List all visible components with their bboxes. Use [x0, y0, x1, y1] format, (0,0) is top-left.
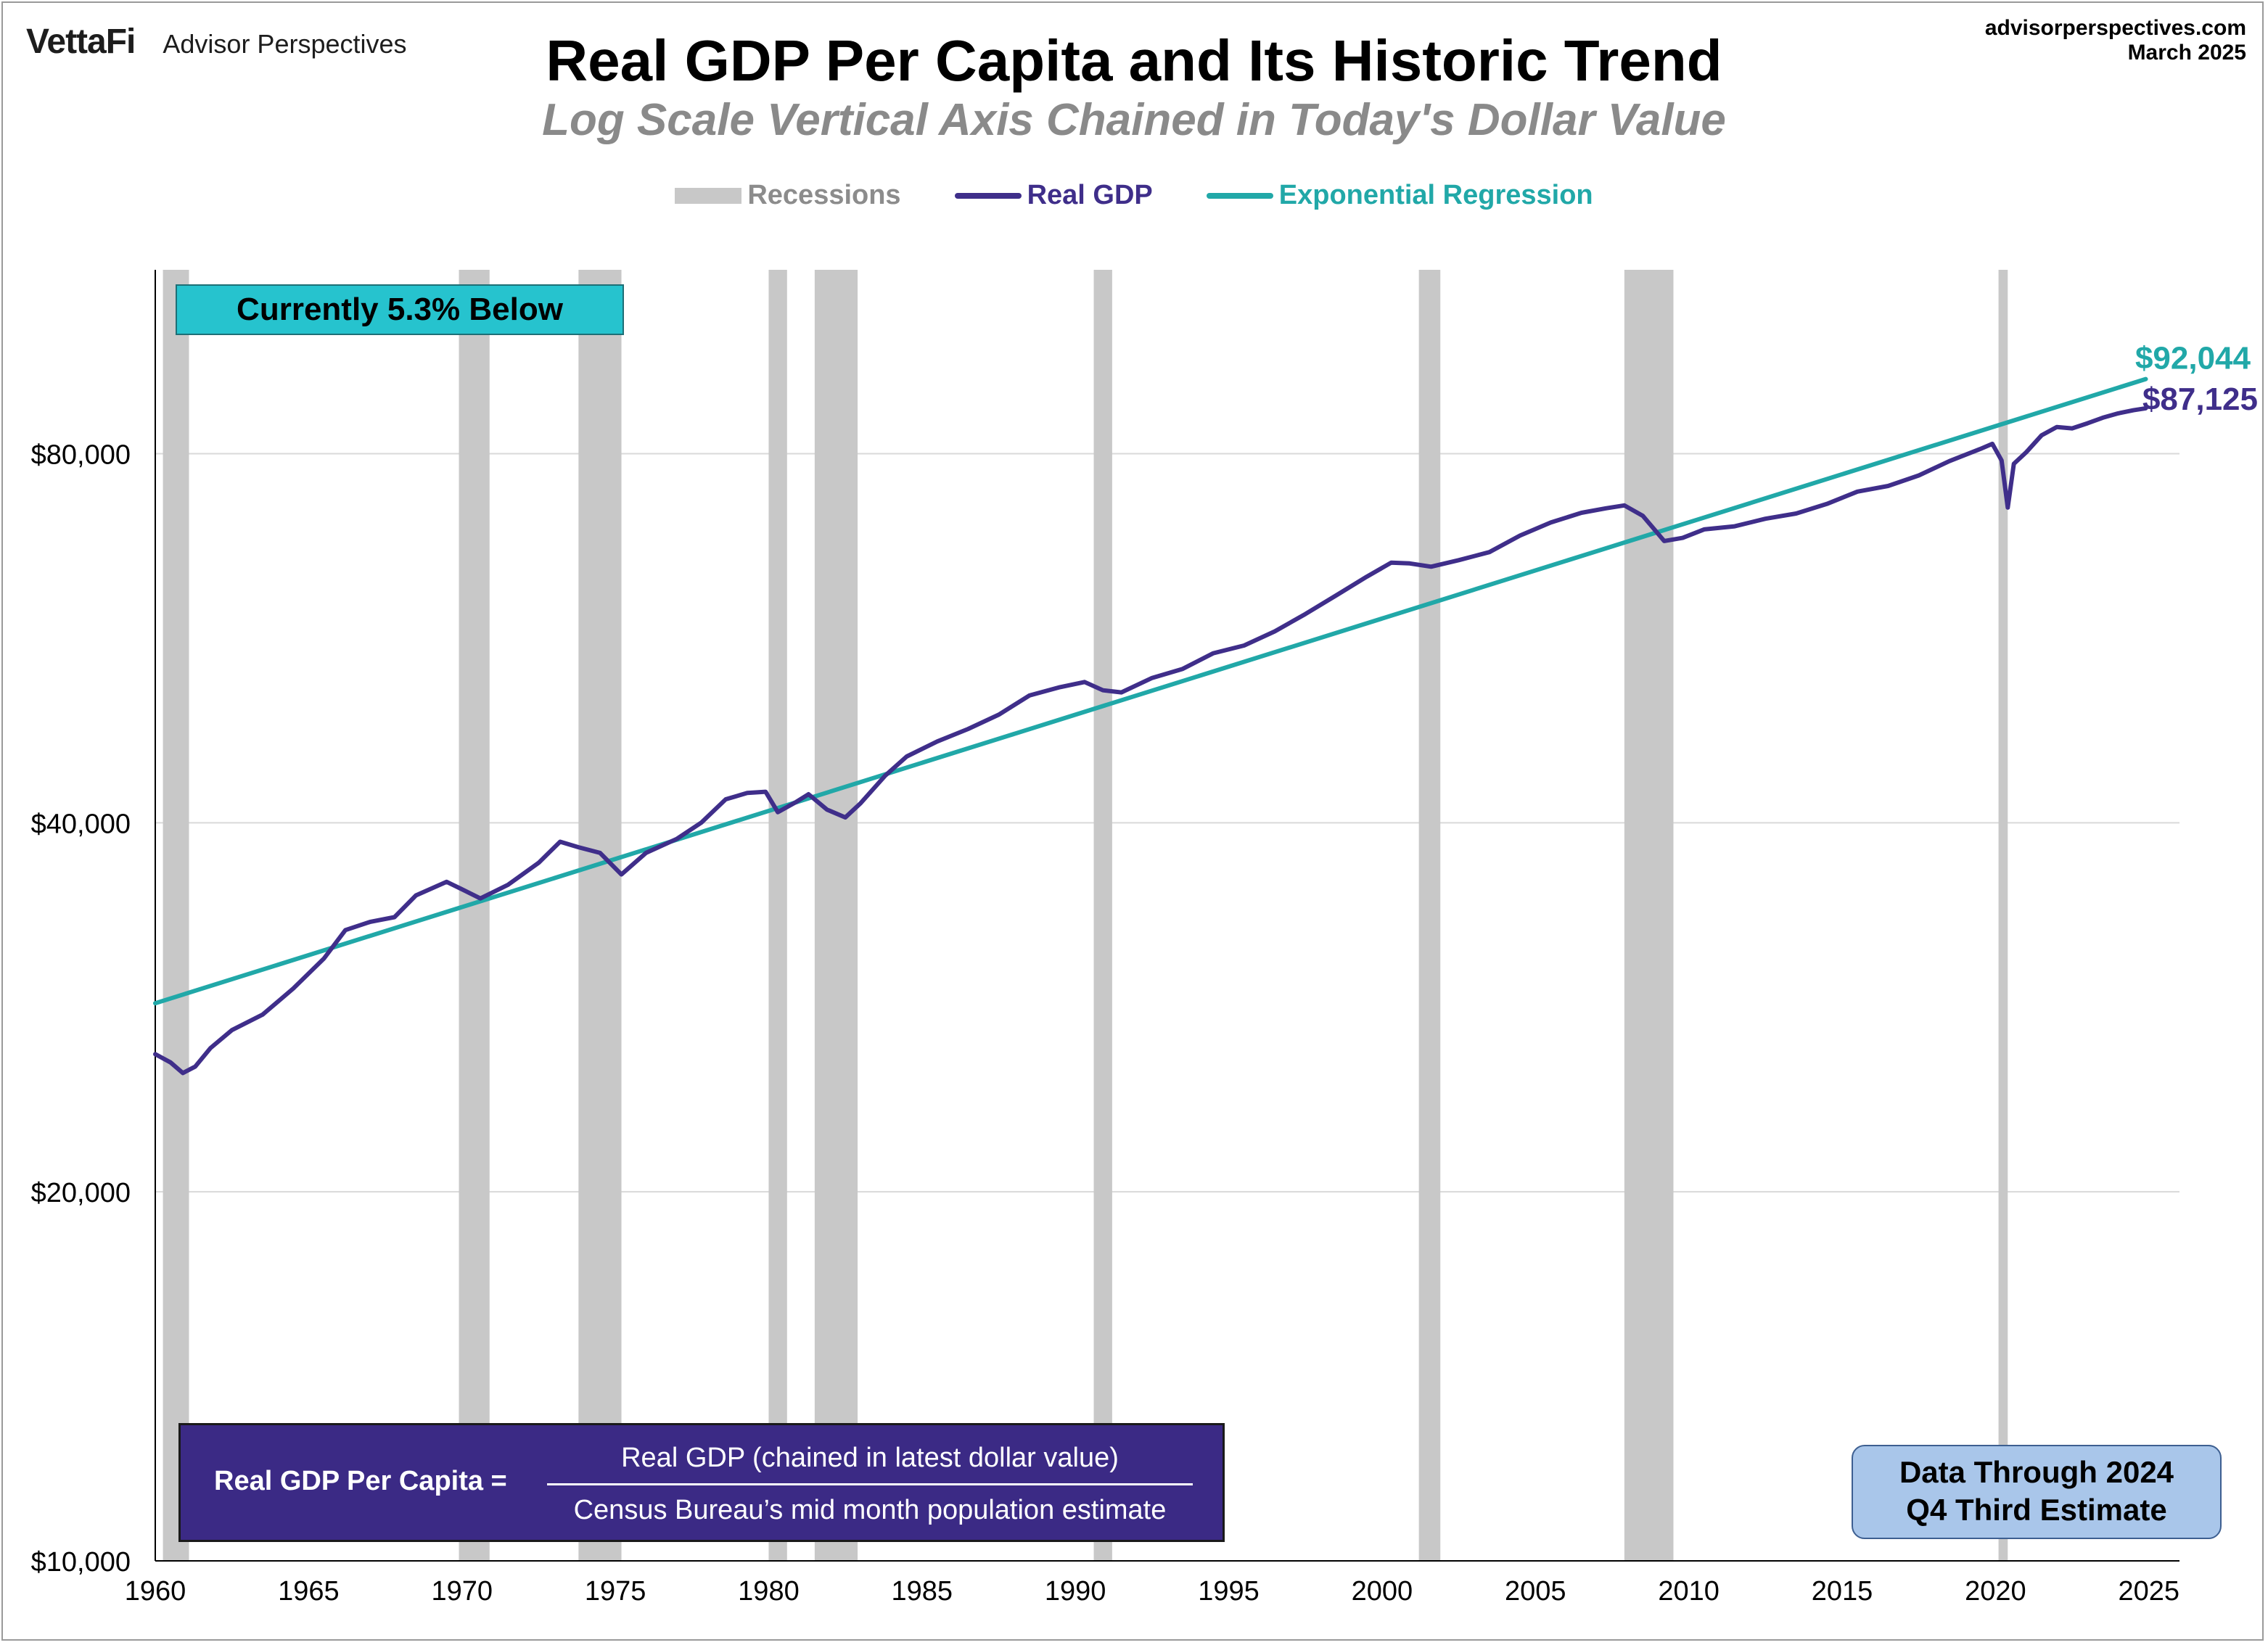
real-gdp-line [153, 405, 2148, 1076]
x-tick-label: 2020 [1965, 1576, 2026, 1607]
recession-band [1624, 270, 1674, 1561]
chart-subtitle: Log Scale Vertical Axis Chained in Today… [542, 95, 1726, 145]
x-tick-label: 1980 [738, 1576, 800, 1607]
formula-lhs: Real GDP Per Capita = [214, 1466, 507, 1496]
recession-band [1418, 270, 1441, 1561]
formula-denominator: Census Bureau’s mid month population est… [573, 1495, 1167, 1525]
legend-item-recessions: Recessions [675, 180, 901, 211]
recession-swatch [675, 187, 742, 204]
regression-swatch [1206, 192, 1273, 199]
x-tick-label: 1985 [892, 1576, 953, 1607]
regression-end-label: $92,044 [2135, 341, 2251, 376]
y-tick-label: $20,000 [31, 1178, 131, 1208]
y-tick-label: $40,000 [31, 809, 131, 839]
grid-layer [155, 453, 2179, 1193]
x-tick-label: 1975 [585, 1576, 646, 1607]
formula-box: Real GDP Per Capita = Real GDP (chained … [178, 1423, 1225, 1542]
label-layer: $92,044 $87,125 [2135, 341, 2258, 417]
recession-band [768, 270, 787, 1561]
brand-header: VettaFi Advisor Perspectives [26, 22, 407, 62]
x-tick-label: 1965 [278, 1576, 340, 1607]
x-tick-label: 1970 [431, 1576, 493, 1607]
legend-item-regression: Exponential Regression [1206, 180, 1593, 211]
source-url: advisorperspectives.com [1984, 16, 2246, 40]
recession-band [163, 270, 189, 1561]
source-info: advisorperspectives.com March 2025 [1985, 16, 2246, 65]
x-tick-label: 1960 [125, 1576, 186, 1607]
real-gdp-swatch [954, 192, 1022, 199]
brand-name: Advisor Perspectives [163, 29, 407, 59]
legend-label-recessions: Recessions [747, 180, 901, 210]
series-layer [153, 376, 2148, 1076]
recession-band [814, 270, 858, 1561]
recession-band [578, 270, 622, 1561]
x-tick-label: 2000 [1352, 1576, 1413, 1607]
data-note-line2: Q4 Third Estimate [1906, 1493, 2167, 1527]
data-through-note: Data Through 2024 Q4 Third Estimate [1852, 1445, 2222, 1539]
recession-band [1093, 270, 1112, 1561]
legend: Recessions Real GDP Exponential Regressi… [0, 180, 2268, 211]
x-tick-label: 2025 [2118, 1576, 2179, 1607]
formula-numerator: Real GDP (chained in latest dollar value… [621, 1443, 1119, 1473]
x-tick-label: 1990 [1045, 1576, 1106, 1607]
deviation-callout: Currently 5.3% Below [176, 284, 624, 335]
legend-label-real-gdp: Real GDP [1027, 180, 1153, 210]
source-date: March 2025 [2127, 41, 2246, 65]
regression-line [153, 376, 2148, 1006]
y-tick-label: $10,000 [31, 1547, 131, 1578]
x-tick-label: 2005 [1505, 1576, 1566, 1607]
recession-band [1998, 270, 2008, 1561]
x-tick-label: 1995 [1198, 1576, 1260, 1607]
recession-layer [163, 270, 2008, 1561]
axis-layer: $10,000 $20,000 $40,000 $80,000 1960 1965 1970… [31, 270, 2179, 1607]
vettafi-logo: VettaFi [26, 22, 136, 61]
real-gdp-end-label: $87,125 [2142, 382, 2258, 417]
x-tick-label: 2010 [1658, 1576, 1720, 1607]
legend-item-real-gdp: Real GDP [954, 180, 1153, 211]
recession-band [459, 270, 490, 1561]
legend-label-regression: Exponential Regression [1278, 180, 1593, 210]
data-note-line1: Data Through 2024 [1899, 1455, 2174, 1489]
y-tick-label: $80,000 [31, 440, 131, 471]
chart-title: Real GDP Per Capita and Its Historic Tre… [546, 28, 1722, 93]
formula-divider [547, 1483, 1193, 1485]
x-tick-label: 2015 [1812, 1576, 1873, 1607]
